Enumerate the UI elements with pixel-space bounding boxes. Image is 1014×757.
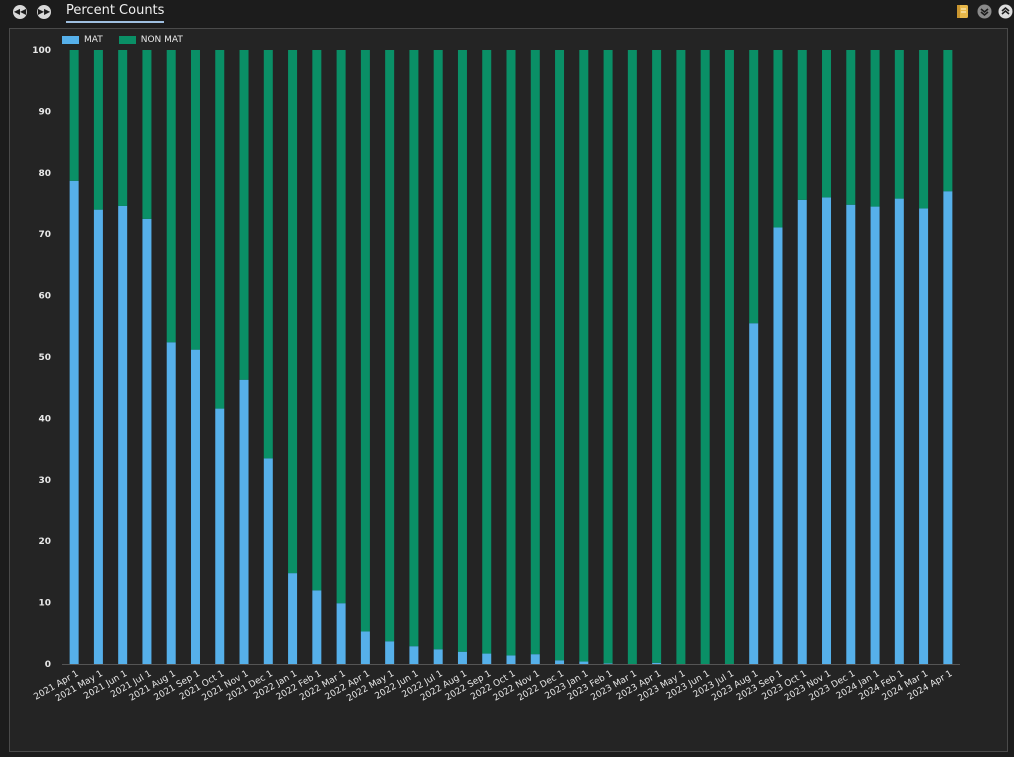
chart-panel: MAT NON MAT 0 10 20 30 40 50 60 70 80 90 100 2021 A… [9,28,1008,752]
bar-mat[interactable] [943,191,953,664]
bar-mat[interactable] [482,653,492,664]
bar-non-mat[interactable] [288,50,298,574]
bar-mat[interactable] [336,603,346,664]
bar-non-mat[interactable] [433,50,443,650]
bar-mat[interactable] [555,660,565,664]
bar-mat[interactable] [749,323,759,664]
legend-item-mat[interactable]: MAT [62,35,103,45]
bar-non-mat[interactable] [506,50,516,656]
bar-non-mat[interactable] [603,50,613,664]
bar-non-mat[interactable] [530,50,540,655]
bar-non-mat[interactable] [822,50,832,198]
bar-non-mat[interactable] [555,50,565,661]
bar-mat[interactable] [190,349,200,664]
bar-non-mat[interactable] [190,50,200,350]
bar-non-mat[interactable] [360,50,370,632]
fast-forward-icon[interactable]: ▶▶ [37,5,51,19]
bar-non-mat[interactable] [652,50,662,663]
collapse-down-icon[interactable] [977,4,992,19]
legend-swatch-mat [62,36,79,44]
y-tick-label: 30 [38,476,51,486]
bar-non-mat[interactable] [627,50,637,664]
y-tick-label: 70 [38,230,51,240]
bar-mat[interactable] [530,654,540,664]
bar-mat[interactable] [312,590,322,664]
collapse-up-icon[interactable] [998,4,1013,19]
bar-non-mat[interactable] [312,50,322,591]
bar-non-mat[interactable] [870,50,880,207]
bar-mat[interactable] [239,379,249,664]
y-tick-label: 80 [38,169,51,179]
bar-non-mat[interactable] [93,50,103,210]
bar-mat[interactable] [93,209,103,664]
bar-non-mat[interactable] [166,50,176,343]
bar-mat[interactable] [579,661,589,664]
bar-non-mat[interactable] [919,50,929,209]
bar-mat[interactable] [506,655,516,664]
bar-non-mat[interactable] [797,50,807,200]
legend-label-non-mat: NON MAT [140,35,183,45]
bar-mat[interactable] [822,197,832,665]
bar-mat[interactable] [215,408,225,664]
bar-non-mat[interactable] [943,50,953,192]
bar-mat[interactable] [409,646,419,664]
bar-mat[interactable] [797,199,807,665]
legend-label-mat: MAT [84,35,103,45]
bar-non-mat[interactable] [142,50,152,219]
bar-non-mat[interactable] [239,50,249,380]
bar-mat[interactable] [457,651,467,664]
bar-non-mat[interactable] [263,50,273,459]
bar-mat[interactable] [142,218,152,664]
bar-non-mat[interactable] [579,50,589,662]
bar-mat[interactable] [288,573,298,664]
bar-mat[interactable] [603,663,613,664]
bar-mat[interactable] [433,649,443,664]
bar-non-mat[interactable] [409,50,419,647]
y-tick-label: 100 [32,46,51,56]
bar-non-mat[interactable] [894,50,904,199]
bar-mat[interactable] [118,205,128,664]
bar-non-mat[interactable] [385,50,395,642]
y-tick-label: 90 [38,107,51,117]
toolbar: ◀◀ ▶▶ Percent Counts [0,0,1014,26]
notes-icon[interactable] [955,4,970,19]
bar-mat[interactable] [846,204,856,664]
bar-non-mat[interactable] [118,50,128,206]
bar-mat[interactable] [652,662,662,664]
rewind-icon[interactable]: ◀◀ [13,5,27,19]
bar-non-mat[interactable] [846,50,856,205]
bar-mat[interactable] [69,180,79,665]
y-tick-label: 20 [38,537,51,547]
bar-non-mat[interactable] [700,50,710,664]
bar-non-mat[interactable] [457,50,467,652]
bar-mat[interactable] [360,631,370,664]
y-tick-label: 50 [38,353,51,363]
bar-non-mat[interactable] [215,50,225,409]
y-tick-label: 60 [38,292,51,302]
bar-non-mat[interactable] [749,50,759,324]
bar-mat[interactable] [166,342,176,664]
bar-mat[interactable] [773,227,783,665]
y-tick-label: 10 [38,599,51,609]
bar-mat[interactable] [385,641,395,664]
chart-legend: MAT NON MAT [62,35,183,45]
bar-non-mat[interactable] [773,50,783,228]
bar-non-mat[interactable] [69,50,79,181]
bar-mat[interactable] [263,458,273,664]
bar-mat[interactable] [894,198,904,664]
bar-non-mat[interactable] [676,50,686,664]
bar-mat[interactable] [919,208,929,665]
y-tick-label: 0 [45,660,51,670]
bar-mat[interactable] [870,206,880,664]
tab-percent-counts[interactable]: Percent Counts [66,3,165,23]
legend-item-non-mat[interactable]: NON MAT [118,35,183,45]
bar-non-mat[interactable] [336,50,346,604]
bar-non-mat[interactable] [724,50,734,664]
y-tick-label: 40 [38,414,51,424]
legend-swatch-non-mat [118,36,136,44]
bar-non-mat[interactable] [482,50,492,654]
